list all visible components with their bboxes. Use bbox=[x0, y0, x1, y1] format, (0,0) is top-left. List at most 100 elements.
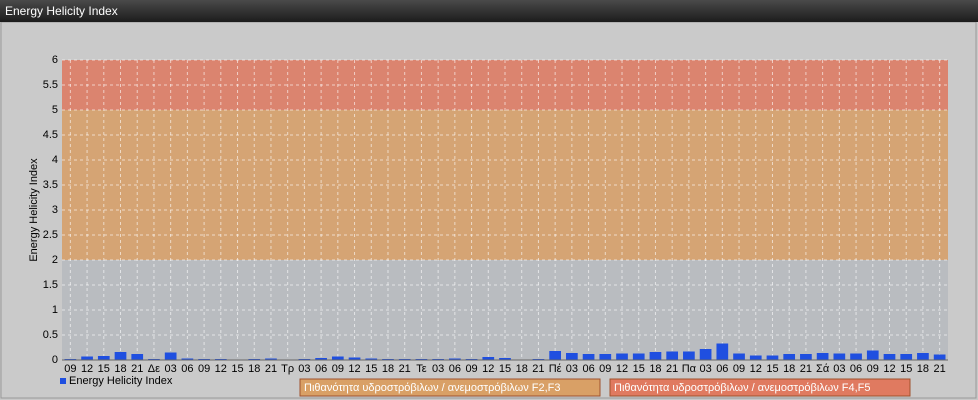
x-tick-label: 12 bbox=[616, 363, 628, 375]
x-tick-label: 21 bbox=[934, 363, 946, 375]
x-tick-label: 06 bbox=[181, 363, 193, 375]
x-tick-label: 12 bbox=[348, 363, 360, 375]
bar bbox=[265, 358, 277, 360]
y-tick-label: 3 bbox=[52, 204, 58, 216]
bar bbox=[749, 355, 762, 360]
y-tick-label: 1 bbox=[52, 304, 58, 316]
x-tick-label: 03 bbox=[699, 363, 711, 375]
x-tick-label: 18 bbox=[649, 363, 661, 375]
y-tick-label: 0 bbox=[52, 354, 58, 366]
bar bbox=[482, 357, 495, 360]
bar bbox=[783, 354, 796, 360]
x-tick-label: 03 bbox=[833, 363, 845, 375]
bar bbox=[800, 354, 812, 360]
x-tick-label: 06 bbox=[850, 363, 862, 375]
x-tick-label: 18 bbox=[783, 363, 795, 375]
bar bbox=[917, 353, 929, 360]
bar bbox=[683, 351, 695, 360]
bar bbox=[900, 354, 913, 360]
x-tick-label: 03 bbox=[165, 363, 177, 375]
bar bbox=[766, 355, 779, 360]
bar bbox=[666, 351, 679, 360]
x-tick-label: 06 bbox=[582, 363, 594, 375]
bar bbox=[566, 353, 578, 360]
x-tick-label: 21 bbox=[800, 363, 812, 375]
x-tick-label: 15 bbox=[365, 363, 377, 375]
x-tick-label: 21 bbox=[399, 363, 411, 375]
x-tick-label: 12 bbox=[750, 363, 762, 375]
x-tick-label: 06 bbox=[315, 363, 327, 375]
y-tick-label: 4 bbox=[52, 154, 58, 166]
x-tick-label: 21 bbox=[265, 363, 277, 375]
bar bbox=[97, 356, 110, 360]
x-tick-label: Τρ bbox=[281, 363, 294, 375]
x-tick-label: 15 bbox=[499, 363, 511, 375]
x-tick-label: 21 bbox=[666, 363, 678, 375]
legend-band-label: Πιθανότητα υδροστρόβιλων / ανεμοστρόβιλω… bbox=[614, 382, 871, 394]
x-tick-label: 18 bbox=[382, 363, 394, 375]
bar bbox=[850, 353, 862, 360]
bar bbox=[448, 358, 461, 360]
legend-label: Energy Helicity Index bbox=[69, 375, 173, 387]
x-tick-label: 03 bbox=[566, 363, 578, 375]
x-tick-label: 15 bbox=[231, 363, 243, 375]
x-tick-label: 15 bbox=[900, 363, 912, 375]
x-tick-label: 03 bbox=[298, 363, 310, 375]
bar bbox=[716, 343, 729, 360]
y-tick-label: 6 bbox=[52, 54, 58, 66]
x-tick-label: 09 bbox=[867, 363, 879, 375]
bar bbox=[649, 352, 662, 360]
legend-band bbox=[299, 378, 601, 397]
bar bbox=[315, 358, 327, 360]
bar bbox=[866, 350, 879, 360]
bar bbox=[933, 354, 946, 360]
x-tick-label: 03 bbox=[432, 363, 444, 375]
legend-marker bbox=[60, 378, 66, 384]
bar bbox=[131, 354, 144, 360]
x-tick-label: 21 bbox=[131, 363, 143, 375]
bar bbox=[616, 353, 628, 360]
x-tick-label: 09 bbox=[599, 363, 611, 375]
x-tick-label: 12 bbox=[482, 363, 494, 375]
bar bbox=[348, 357, 361, 360]
bar bbox=[549, 351, 562, 360]
bar bbox=[816, 353, 829, 360]
x-tick-label: Δε bbox=[148, 363, 160, 375]
x-tick-label: 15 bbox=[633, 363, 645, 375]
bar bbox=[164, 352, 177, 360]
x-tick-label: Πέ bbox=[549, 363, 562, 375]
bar bbox=[181, 358, 194, 360]
y-tick-label: 2 bbox=[52, 254, 58, 266]
bar bbox=[331, 356, 344, 360]
bar bbox=[499, 358, 511, 360]
x-tick-label: 06 bbox=[716, 363, 728, 375]
x-tick-label: 18 bbox=[917, 363, 929, 375]
x-tick-label: 15 bbox=[766, 363, 778, 375]
x-tick-label: Πα bbox=[682, 363, 697, 375]
y-tick-label: 5 bbox=[52, 104, 58, 116]
x-tick-label: 12 bbox=[81, 363, 93, 375]
x-tick-label: 18 bbox=[248, 363, 260, 375]
bar bbox=[582, 354, 595, 360]
y-tick-label: 2.5 bbox=[43, 229, 58, 241]
y-axis-label: Energy Helicity Index bbox=[28, 158, 40, 262]
bar bbox=[81, 356, 93, 360]
bar bbox=[833, 353, 846, 360]
x-tick-label: 09 bbox=[64, 363, 76, 375]
bar bbox=[699, 349, 712, 360]
x-tick-label: 09 bbox=[465, 363, 477, 375]
x-tick-label: 09 bbox=[733, 363, 745, 375]
legend-band bbox=[609, 378, 911, 397]
bar bbox=[632, 353, 645, 360]
x-tick-label: 15 bbox=[98, 363, 110, 375]
bar bbox=[599, 354, 612, 360]
x-tick-label: 18 bbox=[114, 363, 126, 375]
bar bbox=[883, 354, 896, 360]
x-tick-label: 09 bbox=[198, 363, 210, 375]
bar bbox=[733, 353, 745, 360]
x-tick-label: 09 bbox=[332, 363, 344, 375]
bar bbox=[365, 358, 378, 360]
x-tick-label: Σά bbox=[816, 363, 830, 375]
x-tick-label: 06 bbox=[449, 363, 461, 375]
